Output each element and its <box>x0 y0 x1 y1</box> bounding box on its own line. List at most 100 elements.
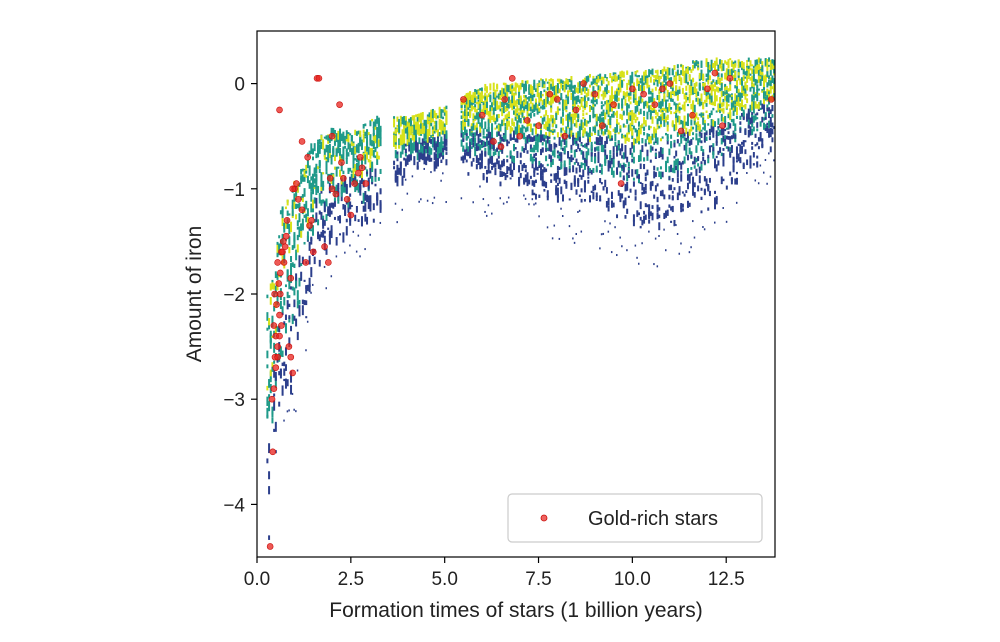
density-cell <box>359 255 361 258</box>
density-cell <box>477 90 480 95</box>
density-cell <box>725 220 728 223</box>
density-cell <box>296 203 299 209</box>
density-cell <box>617 89 620 96</box>
density-cell <box>545 140 548 148</box>
density-cell <box>328 137 331 143</box>
density-cell <box>741 77 744 84</box>
density-cell <box>648 69 651 78</box>
density-cell <box>639 156 642 162</box>
density-cell <box>693 236 696 239</box>
density-cell <box>612 111 615 118</box>
density-cell <box>580 103 583 108</box>
density-cell <box>344 145 347 149</box>
density-cell <box>418 124 421 136</box>
density-cell <box>462 119 465 127</box>
density-cell <box>357 142 360 150</box>
density-cell <box>671 68 674 76</box>
density-cell <box>756 64 759 73</box>
density-cell <box>708 75 711 78</box>
density-cell <box>690 246 692 249</box>
density-cell <box>529 112 532 119</box>
density-cell <box>430 148 433 151</box>
density-cell <box>491 160 494 164</box>
density-cell <box>724 91 727 95</box>
density-cell <box>325 248 328 255</box>
density-cell <box>344 206 347 216</box>
density-cell <box>345 150 348 159</box>
density-cell <box>619 72 622 77</box>
density-cell <box>577 162 580 166</box>
density-cell <box>438 132 441 137</box>
density-cell <box>762 104 765 112</box>
density-cell <box>293 234 296 241</box>
density-cell <box>570 129 573 137</box>
density-cell <box>288 213 291 216</box>
density-cell <box>641 219 644 226</box>
density-cell <box>768 107 771 111</box>
density-cell <box>741 99 744 103</box>
density-cell <box>597 132 600 136</box>
density-cell <box>649 187 652 191</box>
density-cell <box>541 164 544 168</box>
density-cell <box>722 135 725 140</box>
density-cell <box>445 115 448 123</box>
density-cell <box>769 80 772 87</box>
density-cell <box>695 122 698 126</box>
density-cell <box>626 72 629 75</box>
density-cell <box>512 134 515 141</box>
density-cell <box>589 105 592 112</box>
density-cell <box>663 194 666 200</box>
density-cell <box>563 99 566 108</box>
density-cell <box>648 96 651 104</box>
density-cell <box>697 121 700 128</box>
gold-rich-star-point <box>280 259 288 266</box>
density-cell <box>507 111 510 116</box>
density-cell <box>469 94 472 103</box>
density-cell <box>315 212 318 223</box>
density-cell <box>663 120 666 127</box>
density-cell <box>423 119 426 130</box>
density-cell <box>561 194 564 198</box>
density-cell <box>376 115 379 120</box>
density-cell <box>607 119 610 125</box>
density-cell <box>306 164 309 169</box>
density-cell <box>502 135 505 140</box>
density-cell <box>722 127 725 136</box>
density-cell <box>560 96 563 101</box>
density-cell <box>507 196 510 199</box>
density-cell <box>715 130 718 136</box>
density-cell <box>686 131 689 139</box>
density-cell <box>702 127 705 130</box>
density-cell <box>369 233 371 236</box>
density-cell <box>589 131 592 138</box>
gold-rich-star-point <box>591 90 599 98</box>
density-cell <box>561 99 564 103</box>
density-cell <box>707 78 710 85</box>
density-cell <box>327 135 330 141</box>
density-cell <box>428 128 431 137</box>
density-cell <box>372 121 375 128</box>
density-cell <box>317 141 320 148</box>
density-cell <box>707 156 710 164</box>
density-cell <box>705 131 708 134</box>
density-cell <box>328 236 331 245</box>
density-cell <box>477 137 480 144</box>
density-cell <box>521 104 524 109</box>
density-cell <box>298 226 301 238</box>
density-cell <box>284 364 287 371</box>
density-cell <box>585 158 588 163</box>
density-cell <box>350 173 353 182</box>
density-cell <box>732 100 735 108</box>
density-cell <box>551 93 554 99</box>
density-cell <box>631 110 634 116</box>
density-cell <box>274 325 277 334</box>
density-cell <box>460 156 463 161</box>
density-cell <box>523 178 526 185</box>
density-cell <box>273 306 276 312</box>
density-cell <box>616 123 619 127</box>
density-cell <box>639 95 642 104</box>
density-cell <box>295 318 298 327</box>
density-cell <box>315 153 318 159</box>
density-cell <box>472 142 475 148</box>
density-cell <box>768 152 770 155</box>
